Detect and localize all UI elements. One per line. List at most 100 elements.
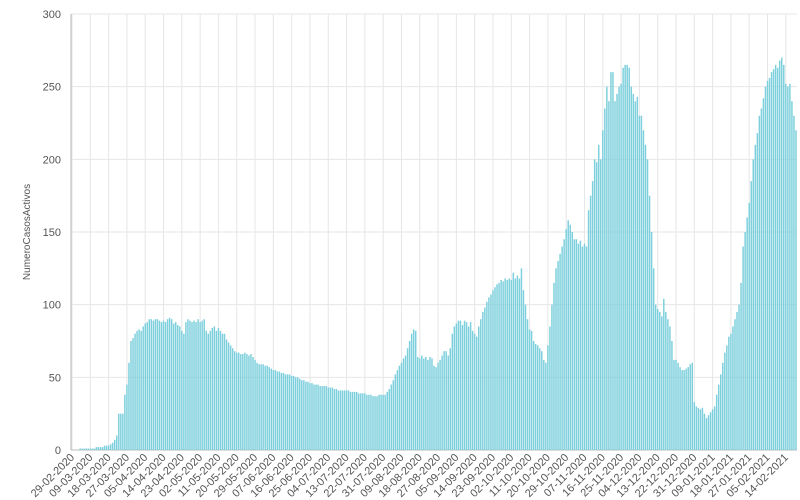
bar xyxy=(762,98,765,450)
bar xyxy=(640,115,643,450)
bar xyxy=(276,371,279,450)
bar xyxy=(492,290,494,450)
bar xyxy=(480,319,482,450)
bar xyxy=(179,326,181,450)
bar xyxy=(303,380,305,450)
bar xyxy=(321,386,323,450)
bar xyxy=(709,412,712,450)
bar xyxy=(785,83,787,450)
bar xyxy=(439,359,441,450)
bar xyxy=(244,352,246,450)
bar xyxy=(181,330,183,450)
bar xyxy=(577,243,580,450)
bar xyxy=(199,322,201,450)
bar xyxy=(122,413,124,450)
bar xyxy=(486,301,488,450)
bar xyxy=(223,333,226,450)
bar xyxy=(297,377,299,450)
bar xyxy=(85,448,87,450)
bar xyxy=(644,144,647,451)
bar xyxy=(404,355,407,450)
bar xyxy=(353,391,356,450)
bar xyxy=(160,322,163,450)
bar xyxy=(421,355,423,450)
bar xyxy=(638,115,641,450)
bar xyxy=(374,396,376,450)
bar xyxy=(447,355,449,450)
bar xyxy=(376,396,378,450)
bar xyxy=(736,311,738,450)
bar xyxy=(488,297,490,450)
bar xyxy=(514,278,517,450)
bar xyxy=(425,356,427,450)
bar xyxy=(150,319,153,450)
bar xyxy=(685,368,687,450)
bar xyxy=(370,394,372,450)
bar xyxy=(665,311,667,450)
bar xyxy=(776,67,779,451)
bar xyxy=(663,298,665,450)
bar xyxy=(254,359,256,450)
bar xyxy=(691,362,694,450)
bar xyxy=(770,72,773,450)
bar xyxy=(774,64,777,450)
bar xyxy=(624,64,626,450)
bar xyxy=(205,330,207,450)
bar xyxy=(347,390,350,450)
bar xyxy=(140,330,142,450)
bar xyxy=(628,67,630,451)
bar xyxy=(343,390,346,450)
bar xyxy=(132,338,134,450)
bar xyxy=(252,356,254,450)
bar xyxy=(292,375,295,450)
bar xyxy=(172,323,175,450)
bar xyxy=(341,390,344,450)
bar xyxy=(323,386,325,450)
bar xyxy=(610,72,612,450)
bar xyxy=(549,326,551,450)
bar xyxy=(433,365,435,450)
bar xyxy=(170,319,173,450)
bar xyxy=(636,96,639,450)
bar xyxy=(113,439,116,450)
bar xyxy=(591,181,594,450)
bar xyxy=(187,319,189,450)
bar xyxy=(587,210,590,450)
bar xyxy=(551,304,553,450)
bar xyxy=(746,217,748,450)
bar xyxy=(565,229,567,450)
bar xyxy=(541,351,543,450)
bar xyxy=(787,86,789,451)
bar xyxy=(571,232,574,450)
bar xyxy=(126,384,128,450)
bar xyxy=(689,364,691,450)
bar xyxy=(793,115,795,450)
bar xyxy=(345,390,348,450)
bar xyxy=(579,240,582,450)
bar xyxy=(193,320,195,450)
bar xyxy=(626,64,628,450)
bar xyxy=(449,348,452,450)
bar xyxy=(707,415,710,450)
bar xyxy=(648,195,651,450)
bar xyxy=(459,320,462,450)
bar xyxy=(240,354,242,450)
bar xyxy=(604,108,606,450)
bar xyxy=(301,380,303,450)
bar xyxy=(510,279,513,450)
bar xyxy=(555,268,557,450)
bar xyxy=(671,341,673,450)
bar xyxy=(701,407,704,450)
bar xyxy=(646,159,649,451)
bar xyxy=(177,325,179,450)
bar xyxy=(95,447,98,450)
bar xyxy=(164,322,167,450)
bar xyxy=(382,394,384,450)
y-tick-label: 150 xyxy=(43,227,61,239)
bar xyxy=(248,355,250,450)
bar xyxy=(642,130,645,450)
bar xyxy=(152,320,155,450)
bar xyxy=(473,333,476,450)
bar xyxy=(388,388,390,450)
bar xyxy=(494,287,496,450)
